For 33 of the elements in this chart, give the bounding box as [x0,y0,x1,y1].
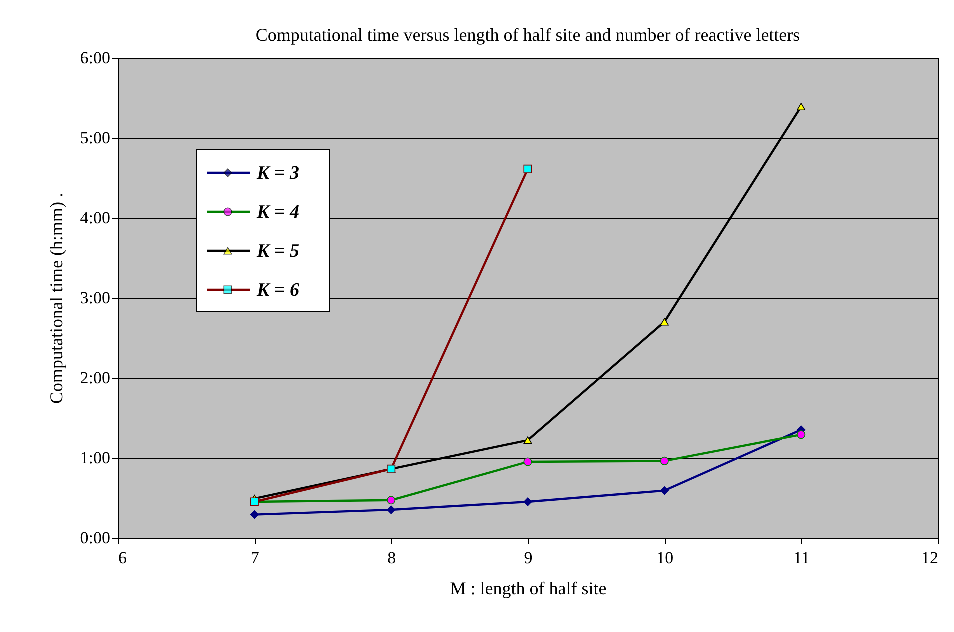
y-tick-label: 1:00 [80,448,110,468]
x-tick-label: 11 [794,548,810,568]
point [250,510,259,520]
point [660,456,669,466]
x-tick-label: 9 [524,548,533,568]
x-tick-label: 10 [656,548,674,568]
point [524,458,532,466]
y-tick-label: 2:00 [80,368,110,388]
x-tick-label: 12 [922,548,938,568]
point [797,103,806,111]
y-tick-label: 6:00 [80,48,110,68]
x-tick-label: 6 [118,548,127,568]
point [387,496,396,505]
legend-label: K = 6 [256,280,300,301]
y-tick-label: 3:00 [80,288,110,308]
legend-label: K = 3 [256,163,300,184]
point [524,498,532,506]
y-tick-label: 0:00 [80,528,110,548]
y-tick-label: 5:00 [80,128,110,148]
legend-label: K = 5 [256,241,300,262]
y-tick-label: 4:00 [80,208,110,228]
chart-title: Computational time versus length of half site and number of reactive letters [256,25,800,45]
point [797,430,806,440]
point [524,436,532,444]
x-axis-title: M : length of half site [450,578,607,598]
legend-label: K = 4 [256,202,300,223]
y-axis-title: Computational time (h:mm) . [46,193,66,404]
point [660,318,669,326]
point [387,506,396,514]
x-tick-label: 7 [250,548,260,568]
point [524,164,532,174]
x-tick-label: 8 [388,548,396,568]
point [660,486,669,496]
